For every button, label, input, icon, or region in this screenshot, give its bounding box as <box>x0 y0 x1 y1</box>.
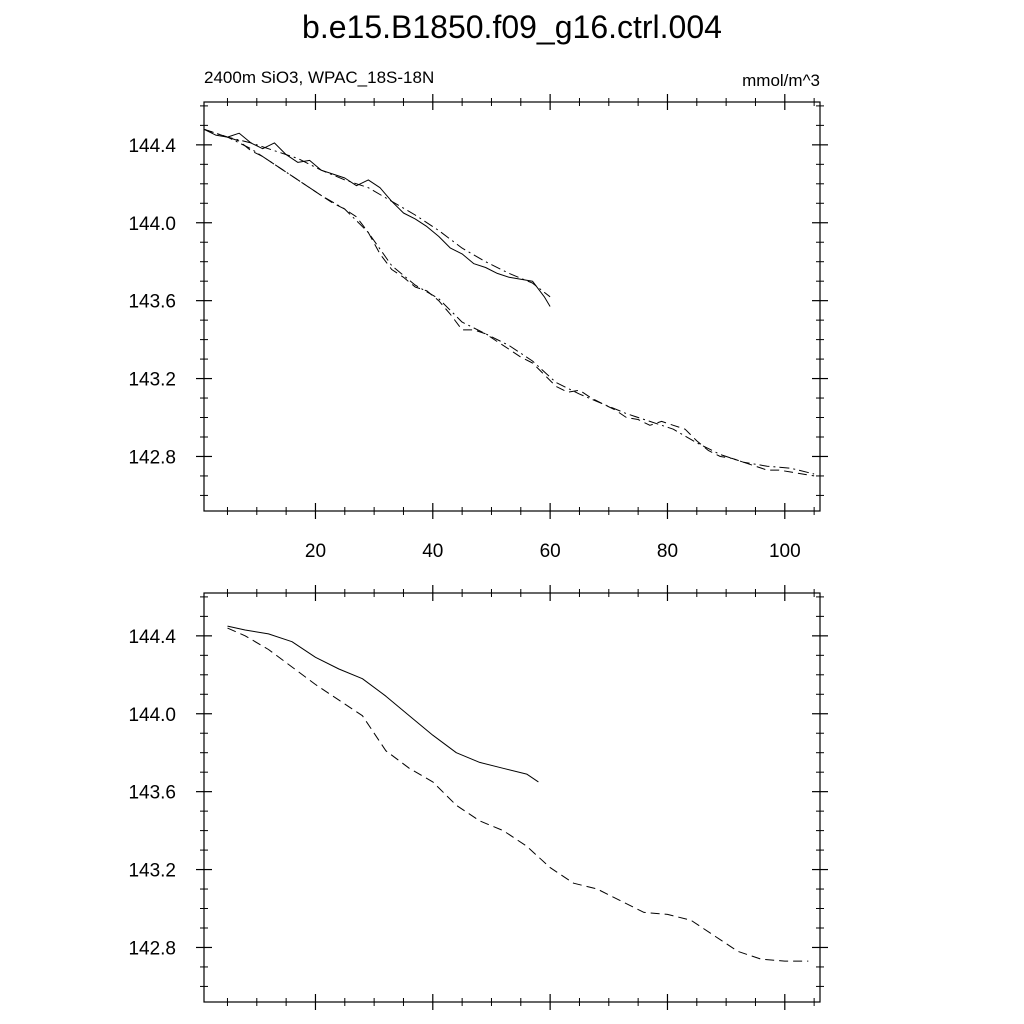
series-line-2 <box>203 128 551 298</box>
x-tick-label: 80 <box>657 541 678 562</box>
y-tick-label: 144.4 <box>128 136 176 157</box>
x-tick-label: 60 <box>540 541 561 562</box>
y-tick-label: 143.6 <box>128 292 176 313</box>
plot-panel-2: 142.8 143.2 143.6 144.0 144.4 <box>128 585 828 1010</box>
plot-frame <box>203 592 821 1003</box>
y-tick-label: 143.2 <box>128 370 176 391</box>
y-tick-label: 143.2 <box>128 861 176 882</box>
series-line-1 <box>227 625 539 783</box>
plot-panel-1: 20 40 60 80 100 142.8 143.2 143.6 144.0 144.4 <box>128 94 828 562</box>
units-label: mmol/m^3 <box>742 71 820 90</box>
x-tick-label: 20 <box>305 541 326 562</box>
y-tick-label: 144.0 <box>128 214 176 235</box>
variable-label: 2400m SiO3, WPAC_18S-18N <box>204 68 434 87</box>
y-tick-label: 142.8 <box>128 938 176 959</box>
series-line-2 <box>227 627 809 962</box>
y-tick-label: 144.0 <box>128 705 176 726</box>
y-tick-label: 143.6 <box>128 783 176 804</box>
series-line-4 <box>203 128 815 475</box>
y-tick-label: 142.8 <box>128 447 176 468</box>
x-tick-label: 40 <box>422 541 443 562</box>
y-tick-label: 144.4 <box>128 627 176 648</box>
figure-title: b.e15.B1850.f09_g16.ctrl.004 <box>302 9 722 45</box>
plot-frame <box>203 101 821 512</box>
series-line-3 <box>203 128 815 477</box>
x-tick-label: 100 <box>769 541 801 562</box>
series-line-1 <box>203 128 551 307</box>
